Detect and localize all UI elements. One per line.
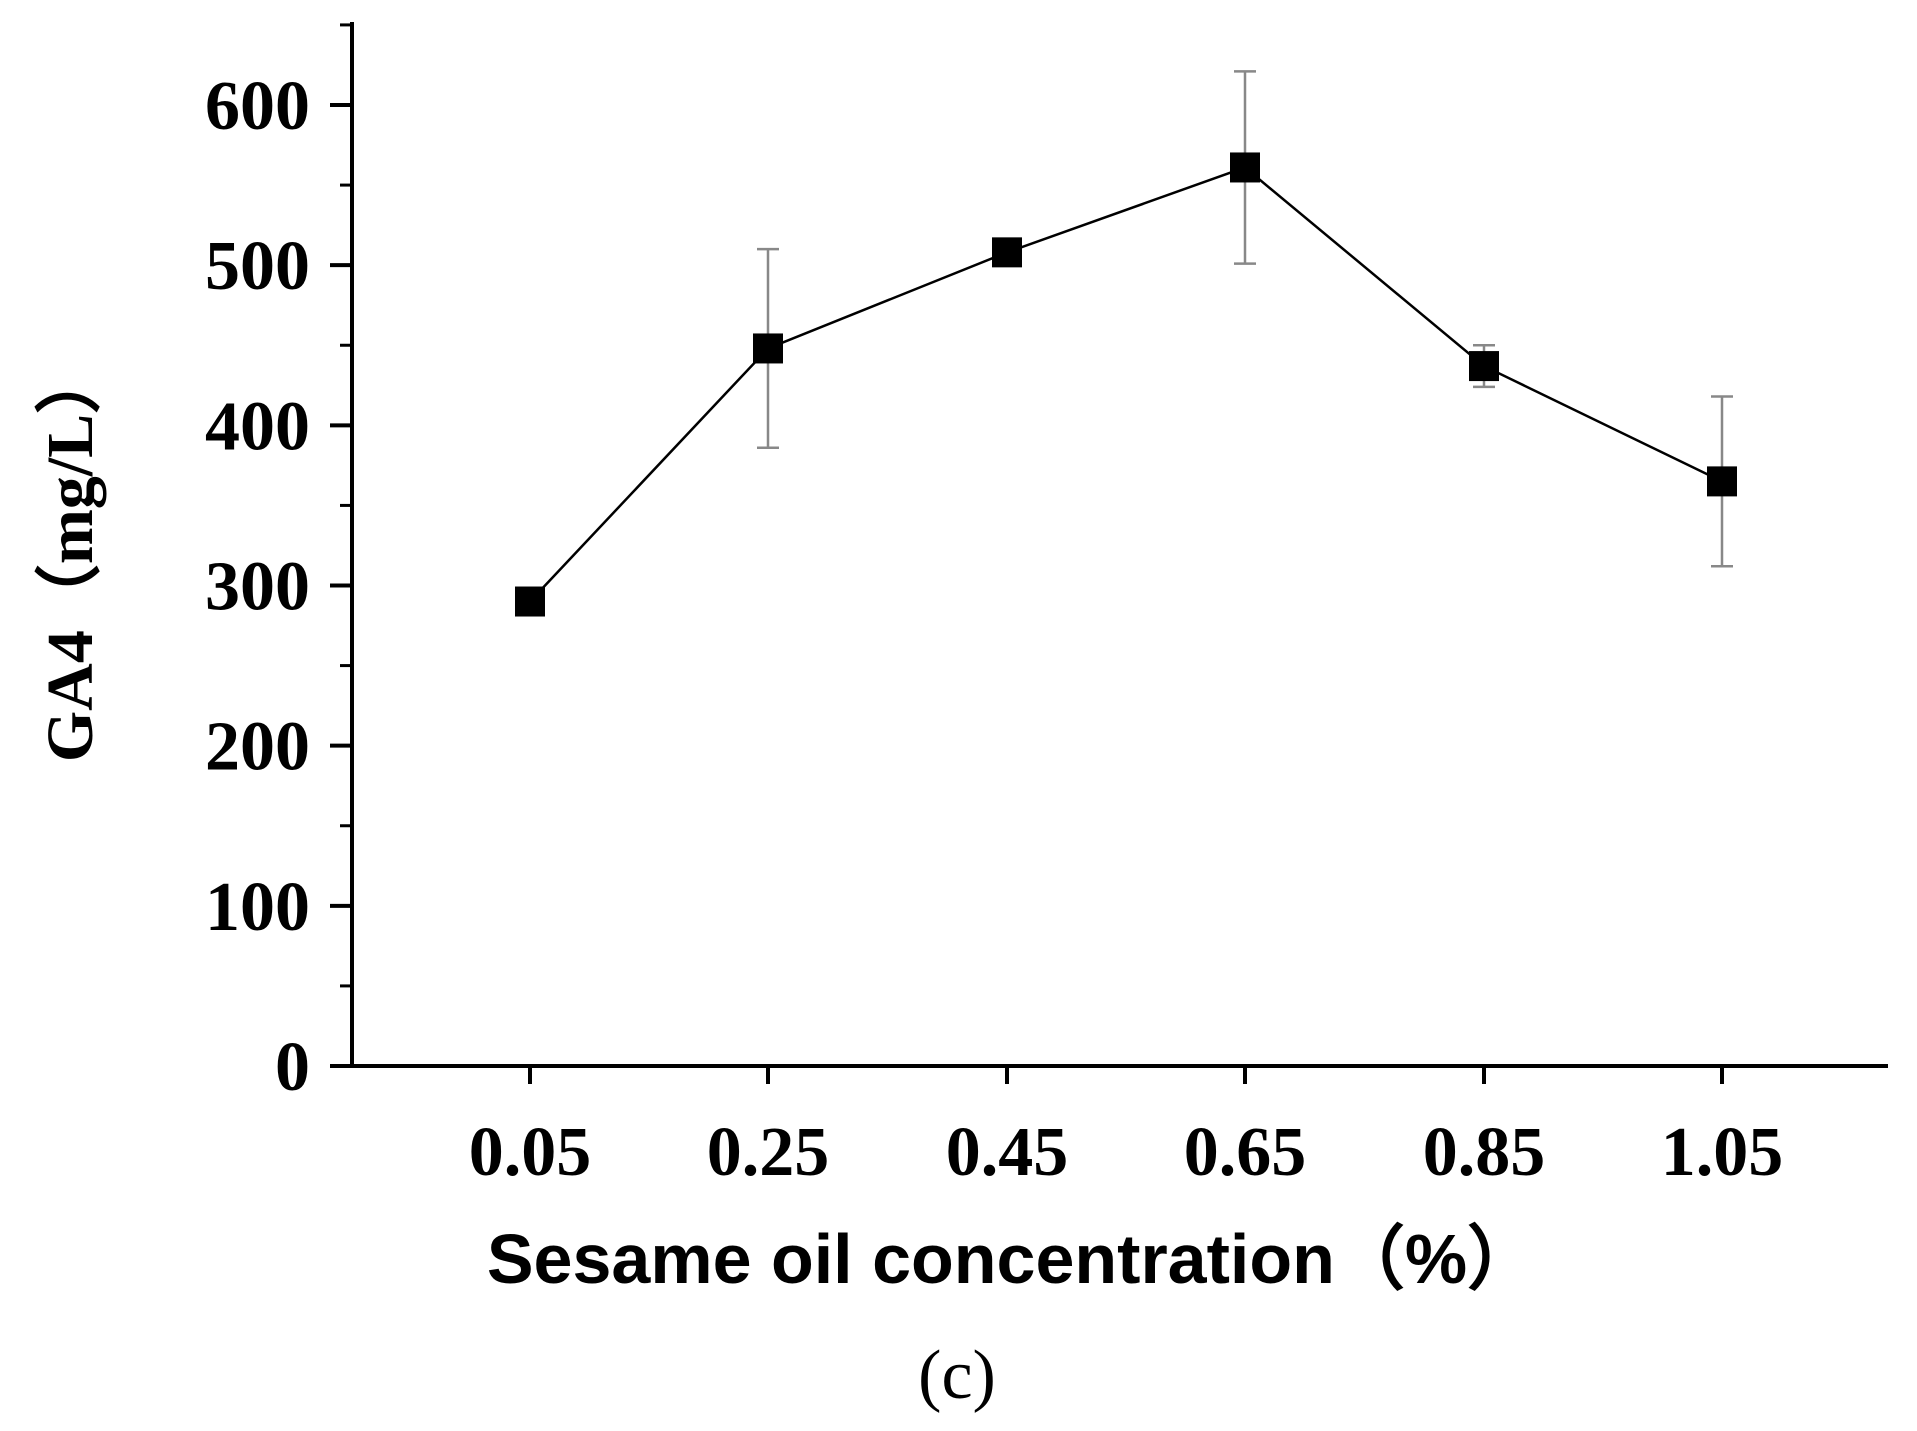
y-tick-label: 500 [205, 228, 310, 305]
series-line [529, 166, 1723, 603]
x-tick-label: 1.05 [1661, 1114, 1784, 1191]
y-tick-label: 400 [205, 388, 310, 465]
data-point [992, 237, 1022, 268]
data-point [1707, 466, 1737, 497]
y-tick-label: 200 [205, 709, 310, 786]
x-ticks: 0.05 0.25 0.45 0.65 0.85 1.05 [469, 1066, 1784, 1191]
data-point [753, 333, 783, 364]
x-tick-label: 0.25 [707, 1114, 830, 1191]
panel-label: (c) [918, 1337, 996, 1414]
data-point [1469, 351, 1499, 382]
y-tick-label: 300 [205, 549, 310, 626]
markers [515, 152, 1737, 617]
x-tick-label: 0.05 [469, 1114, 592, 1191]
error-bars [757, 70, 1733, 568]
y-axis-title: GA4（mg/L） [33, 348, 107, 762]
x-axis-title: Sesame oil concentration（%） [487, 1220, 1537, 1298]
y-tick-label: 100 [205, 869, 310, 946]
data-point [1230, 152, 1260, 183]
x-tick-label: 0.85 [1423, 1114, 1546, 1191]
data-point [515, 586, 545, 617]
y-tick-label: 0 [275, 1029, 310, 1106]
y-ticks: 0 100 200 300 400 500 600 [205, 23, 352, 1106]
y-tick-label: 600 [205, 68, 310, 145]
axes [350, 22, 1888, 1068]
x-tick-label: 0.45 [946, 1114, 1069, 1191]
x-tick-label: 0.65 [1184, 1114, 1307, 1191]
